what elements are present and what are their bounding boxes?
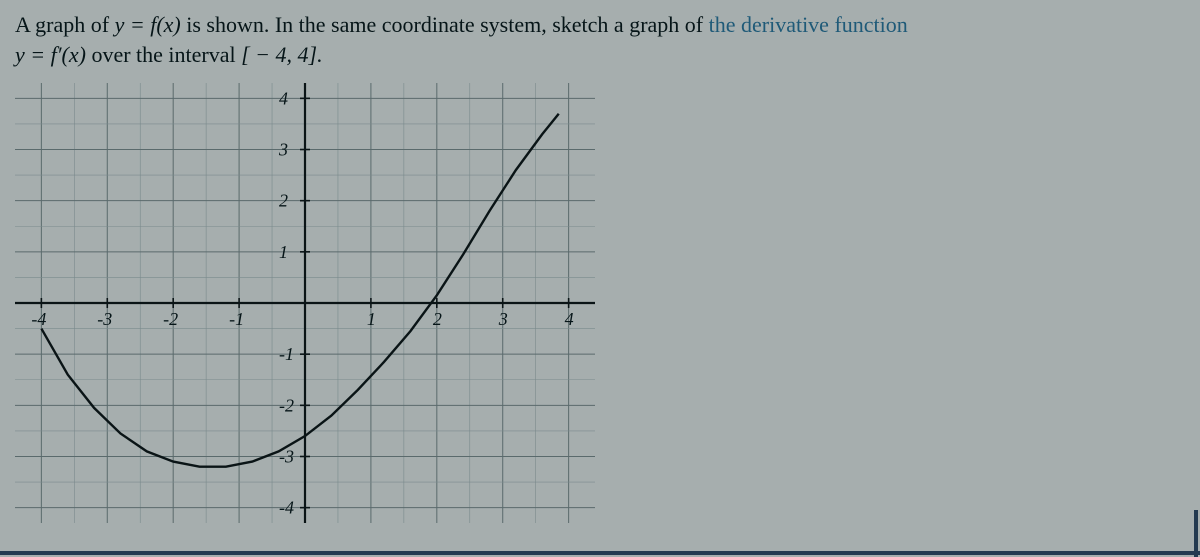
svg-text:-4: -4 bbox=[279, 498, 294, 518]
svg-text:-1: -1 bbox=[279, 345, 294, 365]
svg-text:-2: -2 bbox=[279, 396, 294, 416]
svg-text:-3: -3 bbox=[97, 309, 112, 329]
page: A graph of y = f(x) is shown. In the sam… bbox=[0, 0, 1200, 557]
svg-text:3: 3 bbox=[498, 309, 508, 329]
svg-text:-1: -1 bbox=[229, 309, 244, 329]
svg-text:1: 1 bbox=[279, 242, 288, 262]
q-teal: the derivative function bbox=[709, 12, 908, 37]
svg-text:2: 2 bbox=[279, 191, 288, 211]
svg-text:-4: -4 bbox=[31, 309, 46, 329]
q-post1: is shown. In the same coordinate system,… bbox=[186, 12, 708, 37]
q-math1: y = f(x) bbox=[115, 12, 181, 37]
svg-text:4: 4 bbox=[279, 89, 288, 109]
svg-text:2: 2 bbox=[433, 309, 442, 329]
svg-text:-2: -2 bbox=[163, 309, 178, 329]
q-post2: over the interval bbox=[91, 42, 241, 67]
q-pre: A graph of bbox=[15, 12, 115, 37]
q-math2: y = f′(x) bbox=[15, 42, 86, 67]
q-interval: [ − 4, 4]. bbox=[241, 42, 322, 67]
function-chart: -4-3-2-11234-4-3-2-11234 bbox=[15, 83, 595, 523]
svg-text:1: 1 bbox=[367, 309, 376, 329]
graph-container: -4-3-2-11234-4-3-2-11234 bbox=[15, 83, 1185, 523]
question-text: A graph of y = f(x) is shown. In the sam… bbox=[15, 10, 1185, 69]
svg-text:4: 4 bbox=[565, 309, 574, 329]
svg-text:3: 3 bbox=[278, 140, 288, 160]
